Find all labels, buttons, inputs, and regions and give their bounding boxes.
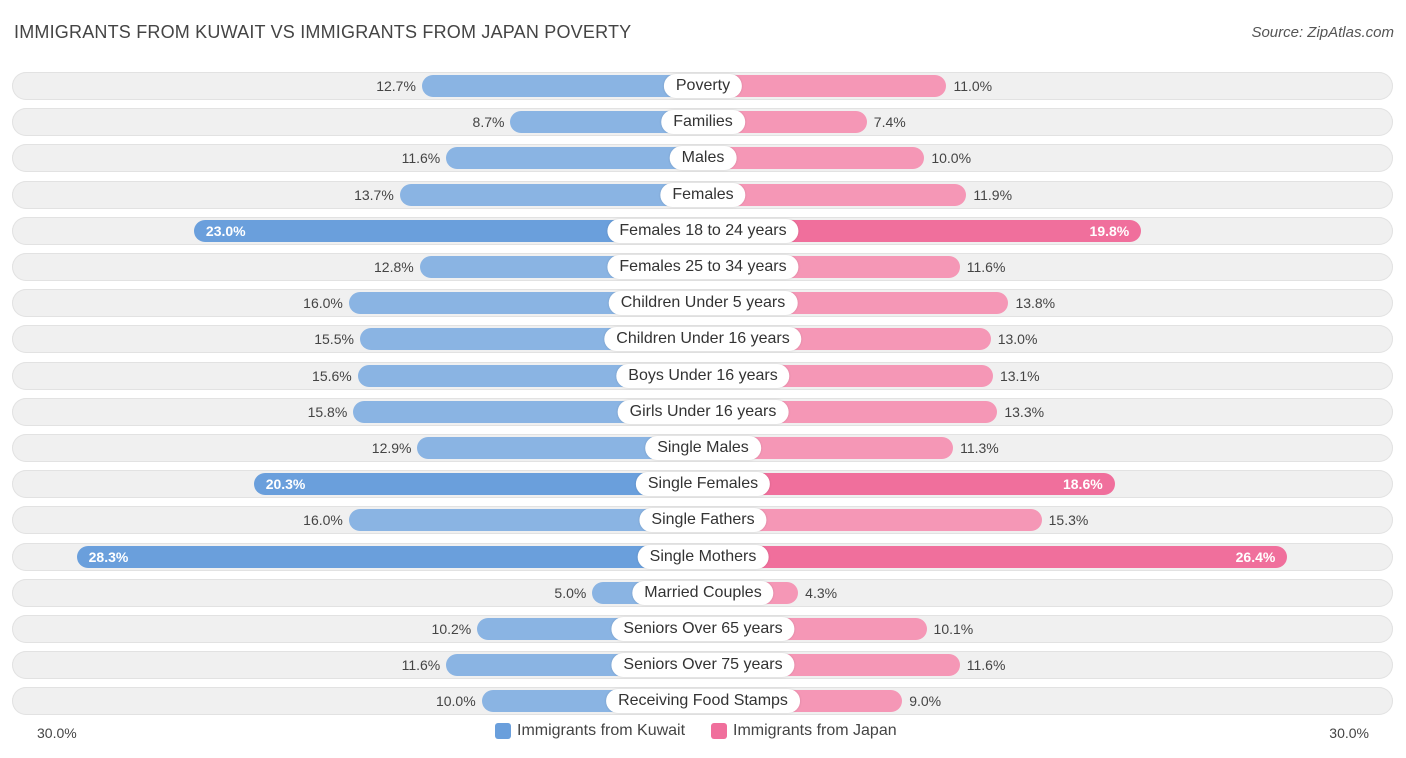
category-label: Boys Under 16 years bbox=[616, 363, 790, 388]
value-label-kuwait: 15.8% bbox=[307, 403, 348, 420]
category-label: Girls Under 16 years bbox=[617, 399, 789, 424]
category-label: Seniors Over 75 years bbox=[611, 653, 795, 678]
value-label-kuwait: 10.2% bbox=[431, 621, 472, 637]
category-label: Single Males bbox=[645, 436, 761, 460]
value-label-kuwait: 8.7% bbox=[472, 114, 505, 131]
value-label-japan: 4.3% bbox=[805, 584, 838, 601]
bar-kuwait[interactable] bbox=[399, 183, 703, 206]
value-label-japan: 11.6% bbox=[966, 259, 1006, 275]
bar-kuwait[interactable] bbox=[193, 219, 703, 242]
value-label-japan: 9.0% bbox=[909, 693, 942, 710]
legend: Immigrants from Kuwait Immigrants from J… bbox=[0, 722, 1406, 746]
chart-title: IMMIGRANTS FROM KUWAIT VS IMMIGRANTS FRO… bbox=[14, 22, 632, 42]
bar-japan[interactable] bbox=[703, 473, 1115, 496]
value-label-japan: 11.3% bbox=[960, 440, 999, 456]
category-label: Families bbox=[661, 110, 745, 135]
value-label-japan: 7.4% bbox=[873, 114, 906, 131]
value-label-kuwait: 20.3% bbox=[265, 476, 306, 493]
bar-japan[interactable] bbox=[703, 545, 1288, 568]
bar-kuwait[interactable] bbox=[76, 545, 703, 568]
value-label-japan: 13.3% bbox=[1004, 403, 1045, 420]
value-label-kuwait: 15.5% bbox=[314, 331, 354, 348]
category-label: Females bbox=[660, 182, 746, 207]
bar-japan[interactable] bbox=[703, 219, 1142, 242]
value-label-kuwait: 16.0% bbox=[303, 512, 343, 529]
bar-kuwait[interactable] bbox=[348, 509, 703, 532]
bar-kuwait[interactable] bbox=[353, 400, 703, 423]
bar-japan[interactable] bbox=[703, 437, 954, 459]
value-label-kuwait: 23.0% bbox=[205, 222, 246, 239]
axis-label-left: 30.0% bbox=[37, 725, 77, 741]
bar-japan[interactable] bbox=[703, 147, 925, 170]
value-label-kuwait: 12.9% bbox=[371, 440, 412, 456]
category-label: Single Mothers bbox=[637, 544, 769, 569]
category-label: Single Fathers bbox=[639, 508, 767, 533]
legend-item-japan[interactable]: Immigrants from Japan bbox=[711, 722, 897, 740]
bar-kuwait[interactable] bbox=[446, 147, 703, 170]
legend-item-kuwait[interactable]: Immigrants from Kuwait bbox=[495, 722, 685, 740]
value-label-kuwait: 28.3% bbox=[88, 548, 129, 565]
value-label-japan: 15.3% bbox=[1048, 512, 1089, 529]
category-label: Married Couples bbox=[632, 580, 774, 605]
value-label-kuwait: 10.0% bbox=[435, 693, 476, 710]
value-label-kuwait: 5.0% bbox=[554, 584, 587, 601]
value-label-japan: 19.8% bbox=[1089, 222, 1130, 239]
value-label-kuwait: 13.7% bbox=[354, 186, 394, 203]
value-label-japan: 11.6% bbox=[966, 657, 1006, 674]
category-label: Poverty bbox=[663, 74, 743, 98]
legend-label-japan: Immigrants from Japan bbox=[733, 722, 897, 739]
value-label-japan: 10.1% bbox=[933, 621, 974, 637]
axis-label-right: 30.0% bbox=[1329, 725, 1369, 741]
legend-swatch-kuwait bbox=[495, 723, 511, 739]
value-label-kuwait: 16.0% bbox=[303, 295, 343, 312]
bar-japan[interactable] bbox=[703, 75, 947, 97]
category-label: Children Under 16 years bbox=[604, 327, 802, 352]
bar-japan[interactable] bbox=[703, 509, 1042, 532]
value-label-japan: 26.4% bbox=[1235, 548, 1276, 565]
value-label-japan: 11.9% bbox=[973, 186, 1013, 203]
category-label: Children Under 5 years bbox=[608, 291, 798, 316]
value-label-kuwait: 12.7% bbox=[376, 78, 416, 94]
value-label-japan: 10.0% bbox=[931, 150, 972, 167]
value-label-japan: 13.1% bbox=[999, 367, 1040, 384]
legend-label-kuwait: Immigrants from Kuwait bbox=[517, 722, 686, 739]
value-label-kuwait: 12.8% bbox=[374, 259, 414, 275]
category-label: Females 25 to 34 years bbox=[607, 255, 799, 279]
legend-swatch-japan bbox=[711, 723, 727, 739]
value-label-japan: 18.6% bbox=[1062, 476, 1103, 493]
value-label-japan: 13.0% bbox=[997, 331, 1038, 348]
value-label-kuwait: 11.6% bbox=[401, 150, 441, 167]
bar-kuwait[interactable] bbox=[417, 437, 703, 459]
source-credit: Source: ZipAtlas.com bbox=[1251, 24, 1394, 41]
value-label-kuwait: 15.6% bbox=[312, 367, 352, 384]
category-label: Seniors Over 65 years bbox=[611, 617, 795, 641]
value-label-kuwait: 11.6% bbox=[401, 657, 441, 674]
category-label: Receiving Food Stamps bbox=[606, 689, 800, 714]
category-label: Females 18 to 24 years bbox=[607, 218, 799, 243]
value-label-japan: 11.0% bbox=[953, 78, 993, 94]
bar-kuwait[interactable] bbox=[253, 473, 703, 496]
bar-kuwait[interactable] bbox=[421, 75, 703, 97]
bar-japan[interactable] bbox=[703, 183, 967, 206]
category-label: Males bbox=[669, 146, 737, 171]
category-label: Single Females bbox=[635, 472, 771, 497]
bar-kuwait[interactable] bbox=[510, 111, 703, 134]
value-label-japan: 13.8% bbox=[1015, 295, 1056, 312]
